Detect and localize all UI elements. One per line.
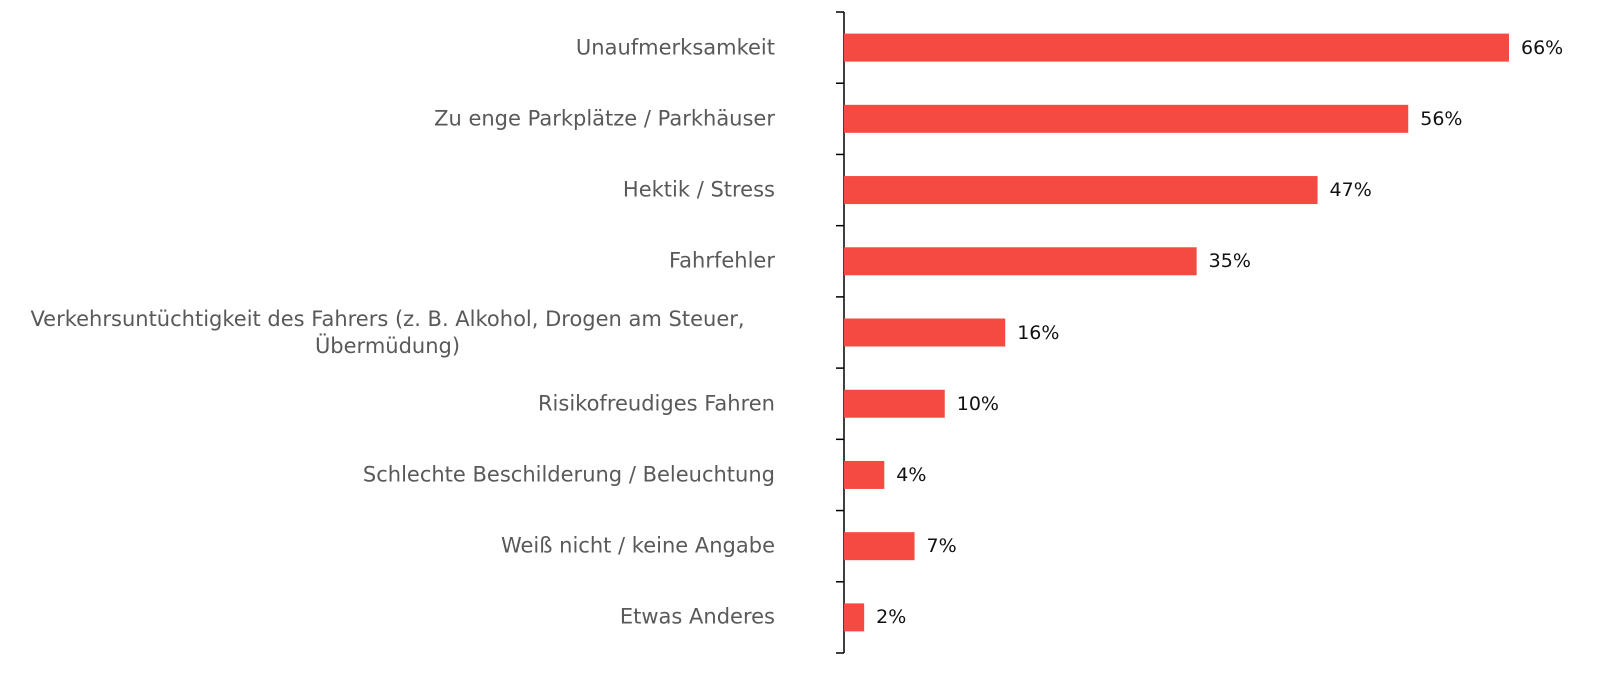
bar <box>844 33 1509 62</box>
category-label-text: Hektik / Stress <box>622 177 775 202</box>
category-label: Verkehrsuntüchtigkeit des Fahrers (z. B.… <box>0 306 775 360</box>
bar <box>844 460 885 489</box>
value-label: 66% <box>1521 36 1564 59</box>
bar <box>844 104 1409 133</box>
value-label: 47% <box>1329 179 1372 202</box>
category-label-text: Zu enge Parkplätze / Parkhäuser <box>434 106 775 131</box>
category-label: Schlechte Beschilderung / Beleuchtung <box>363 461 775 488</box>
category-label: Etwas Anderes <box>620 604 775 631</box>
category-label-text: Unaufmerksamkeit <box>575 35 775 60</box>
category-label: Fahrfehler <box>669 248 775 275</box>
value-label: 10% <box>956 392 999 415</box>
category-label-text: Verkehrsuntüchtigkeit des Fahrers (z. B.… <box>30 306 745 358</box>
value-label: 4% <box>896 463 927 486</box>
bar <box>844 532 915 561</box>
bar <box>844 389 945 418</box>
category-label-text: Risikofreudiges Fahren <box>537 391 775 416</box>
category-label-text: Weiß nicht / keine Angabe <box>500 533 775 558</box>
value-label: 16% <box>1017 321 1060 344</box>
category-label: Weiß nicht / keine Angabe <box>501 533 775 560</box>
value-label: 2% <box>876 606 907 629</box>
bar <box>844 318 1006 347</box>
value-label: 7% <box>926 535 957 558</box>
category-label: Zu enge Parkplätze / Parkhäuser <box>434 105 775 132</box>
bar <box>844 247 1197 276</box>
bar <box>844 603 865 632</box>
category-label-text: Fahrfehler <box>669 248 775 273</box>
category-label-text: Schlechte Beschilderung / Beleuchtung <box>362 462 775 487</box>
value-label: 35% <box>1208 250 1251 273</box>
bar <box>844 176 1318 205</box>
category-label: Hektik / Stress <box>623 177 775 204</box>
value-label: 56% <box>1420 107 1463 130</box>
category-label: Risikofreudiges Fahren <box>538 390 775 417</box>
category-label-text: Etwas Anderes <box>619 604 775 629</box>
category-label: Unaufmerksamkeit <box>576 34 775 61</box>
